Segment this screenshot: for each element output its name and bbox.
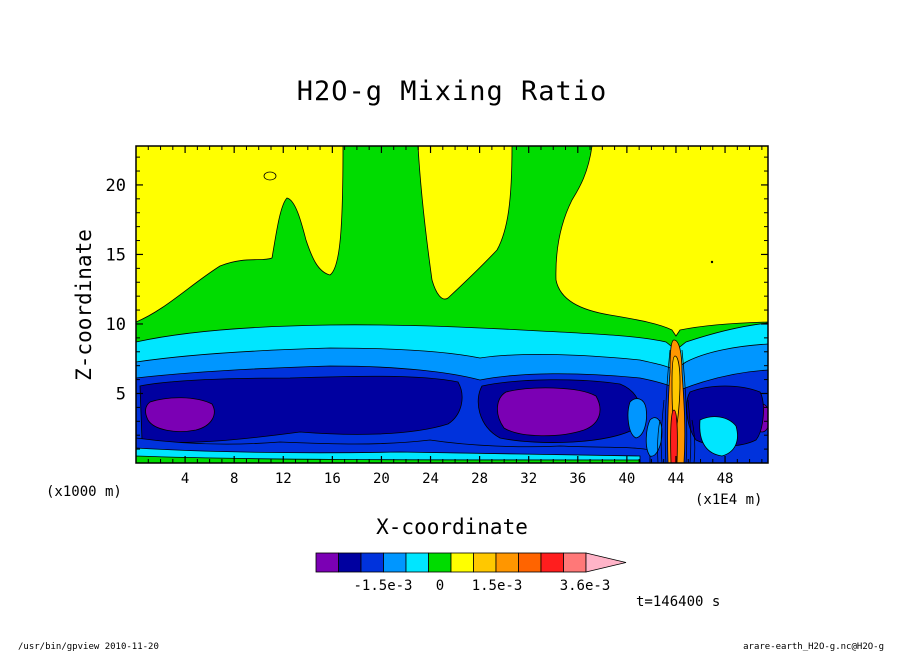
x-tick-label: 8: [230, 471, 238, 487]
contour-fill-purple-left: [145, 397, 215, 432]
x-tick-label: 24: [422, 471, 439, 487]
y-tick-label: 10: [106, 315, 126, 335]
y-tick-label: 5: [116, 384, 126, 404]
plot-frame: [135, 145, 769, 464]
colorbar-swatch: [338, 552, 362, 573]
colorbar-tick-label: 0: [436, 578, 444, 594]
x-unit-label: (x1000 m): [46, 484, 122, 500]
colorbar-swatch: [450, 552, 474, 573]
colorbar-tick-label: -1.5e-3: [353, 578, 412, 594]
colorbar-swatch: [518, 552, 542, 573]
x-tick-label: 36: [569, 471, 586, 487]
contour-fill-convective-mix: [645, 417, 663, 457]
colorbar-swatch: [495, 552, 519, 573]
y-tick-label: 20: [106, 176, 126, 196]
colorbar: [315, 552, 627, 573]
colorbar-tick-label: 3.6e-3: [560, 578, 611, 594]
y-tick-label: 15: [106, 245, 126, 265]
footer-left-text: /usr/bin/gpview 2010-11-20: [18, 642, 159, 652]
x-tick-label: 48: [717, 471, 734, 487]
contour-field: [136, 146, 768, 463]
footer-right-text: arare-earth_H2O-g.nc@H2O-g: [743, 642, 884, 652]
colorbar-swatch: [563, 552, 587, 573]
x-tick-label: 4: [181, 471, 189, 487]
x-axis-ticks: 4 8 12 16 20 24 28 32 36 40 44 48: [147, 146, 763, 487]
x-tick-label: 32: [520, 471, 537, 487]
x-tick-label: 44: [668, 471, 685, 487]
contour-dot: [710, 260, 714, 264]
contour-lines-updraft: [657, 349, 696, 463]
colorbar-swatch: [360, 552, 384, 573]
time-label: t=146400 s: [636, 594, 721, 610]
colorbar-swatch: [473, 552, 497, 573]
x-tick-label: 20: [373, 471, 390, 487]
x-tick-label: 40: [618, 471, 635, 487]
x-scale-label: (x1E4 m): [695, 492, 763, 508]
contour-fill-darkblue-left: [139, 375, 463, 443]
contour-fill-updraft-red: [670, 409, 678, 463]
colorbar-swatch: [405, 552, 429, 573]
colorbar-arrow: [585, 552, 627, 573]
colorbar-swatch: [315, 552, 339, 573]
colorbar-swatch: [428, 552, 452, 573]
contour-fill-purple-mid: [497, 387, 601, 437]
colorbar-labels: -1.5e-3 0 1.5e-3 3.6e-3: [353, 578, 610, 594]
chart-title: H2O-g Mixing Ratio: [296, 76, 608, 107]
colorbar-swatch: [540, 552, 564, 573]
contour-fill-convective-cyan: [699, 416, 738, 457]
contour-fill-bottom-green: [136, 455, 641, 463]
x-tick-label: 28: [471, 471, 488, 487]
x-axis-label: X-coordinate: [376, 515, 528, 539]
colorbar-tick-label: 1.5e-3: [472, 578, 523, 594]
contour-fill-convective-lightblue: [627, 398, 647, 439]
colorbar-swatch: [383, 552, 407, 573]
contour-fill-yellow-blob: [263, 171, 277, 181]
x-tick-label: 16: [324, 471, 341, 487]
x-tick-label: 12: [275, 471, 292, 487]
y-axis-ticks: 5 10 15 20: [106, 156, 768, 450]
